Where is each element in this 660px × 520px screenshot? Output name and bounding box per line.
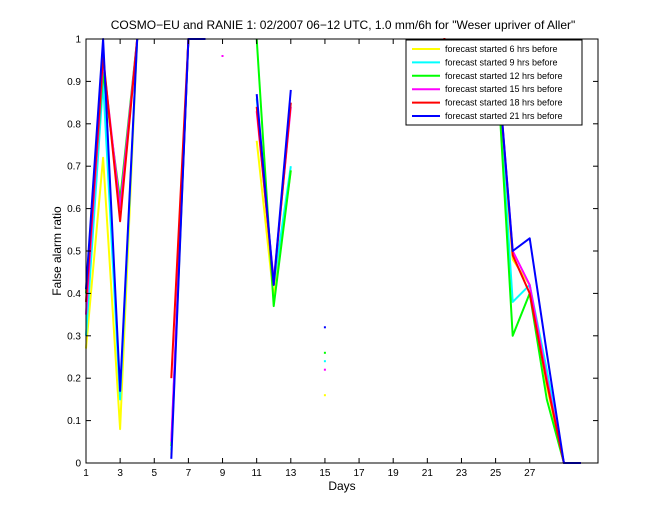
x-tick-label: 27 <box>524 468 536 479</box>
series-5-line-2 <box>255 89 292 286</box>
y-tick-label: 0.8 <box>67 119 81 130</box>
series-3-point-0 <box>221 55 224 57</box>
series-1-point-0 <box>323 360 326 363</box>
y-tick-label: 0.4 <box>67 289 81 300</box>
legend-label-3: forecast started 15 hrs before <box>445 84 563 94</box>
axes-layer: 1 3 5 7 9 11 13 15 17 19 21 23 25 2700.10.20.30.40.50… <box>67 35 599 479</box>
series-2-line-2 <box>255 38 292 308</box>
y-tick-label: 0.7 <box>67 162 81 173</box>
x-tick-label: 1 <box>83 468 89 479</box>
series-5-point-0 <box>323 326 326 329</box>
legend-label-0: forecast started 6 hrs before <box>445 44 558 54</box>
y-tick-label: 1 <box>75 35 81 46</box>
legend-box <box>405 39 583 126</box>
legend-label-4: forecast started 18 hrs before <box>445 98 563 108</box>
x-tick-label: 9 <box>220 468 226 479</box>
series-3-point-1 <box>323 368 326 371</box>
x-tick-label: 7 <box>186 468 192 479</box>
legend-label-2: forecast started 12 hrs before <box>445 71 563 81</box>
y-tick-label: 0 <box>75 459 81 470</box>
y-tick-label: 0.3 <box>67 331 81 342</box>
y-tick-label: 0.6 <box>67 204 81 215</box>
x-tick-label: 15 <box>319 468 331 479</box>
x-tick-label: 25 <box>490 468 502 479</box>
y-axis-label: False alarm ratio <box>50 206 64 296</box>
y-tick-label: 0.9 <box>67 77 81 88</box>
y-tick-label: 0.5 <box>67 247 81 258</box>
series-5-line-0 <box>85 38 139 392</box>
series-2-point-0 <box>323 351 326 354</box>
y-tick-label: 0.2 <box>67 374 81 385</box>
y-tick-label: 0.1 <box>67 416 81 427</box>
x-tick-label: 3 <box>117 468 123 479</box>
x-tick-label: 5 <box>151 468 157 479</box>
x-tick-label: 11 <box>251 468 262 479</box>
series-0-point-0 <box>323 394 326 397</box>
x-tick-label: 13 <box>285 468 297 479</box>
x-tick-label: 19 <box>388 468 400 479</box>
x-tick-label: 23 <box>456 468 468 479</box>
legend-label-1: forecast started 9 hrs before <box>445 57 558 67</box>
x-tick-label: 21 <box>422 468 434 479</box>
legend-label-5: forecast started 21 hrs before <box>445 111 563 121</box>
legend: forecast started 6 hrs before forecast st… <box>405 39 583 126</box>
series-4-line-0 <box>85 38 139 302</box>
chart-title: COSMO−EU and RANIE 1: 02/2007 06−12 UTC,… <box>111 18 576 32</box>
x-axis-label: Days <box>328 479 355 493</box>
x-tick-label: 17 <box>354 468 366 479</box>
